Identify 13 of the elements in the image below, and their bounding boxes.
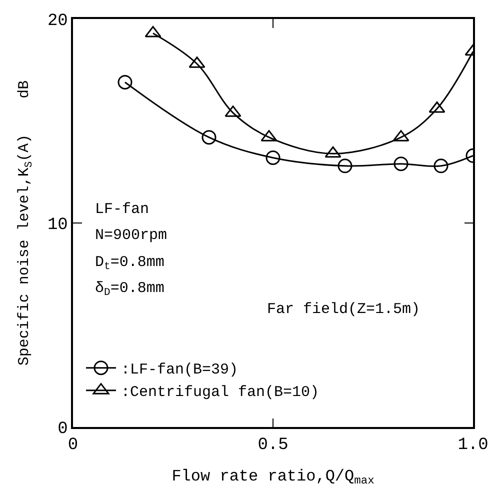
y-tick-label: 10 [47, 216, 68, 235]
y-tick-label: 0 [58, 420, 68, 439]
annotation: D$_{t}$=0.8mm [95, 254, 164, 274]
annotation: δ$_{D}$=0.8mm [95, 280, 164, 300]
annotation: N=900rpm [95, 227, 168, 244]
annotation: LF-fan [95, 201, 150, 218]
x-tick-label: 1.0 [458, 436, 488, 456]
x-axis-title: Flow rate ratio,Q/Q$_{max}$ [172, 467, 375, 488]
legend-label: :LF-fan(B=39) [121, 362, 238, 379]
y-tick-label: 20 [47, 12, 68, 31]
x-tick-label: 0.5 [258, 436, 288, 456]
annotation: Far field(Z=1.5m) [267, 301, 420, 318]
legend-label: :Centrifugal fan(B=10) [121, 384, 320, 402]
